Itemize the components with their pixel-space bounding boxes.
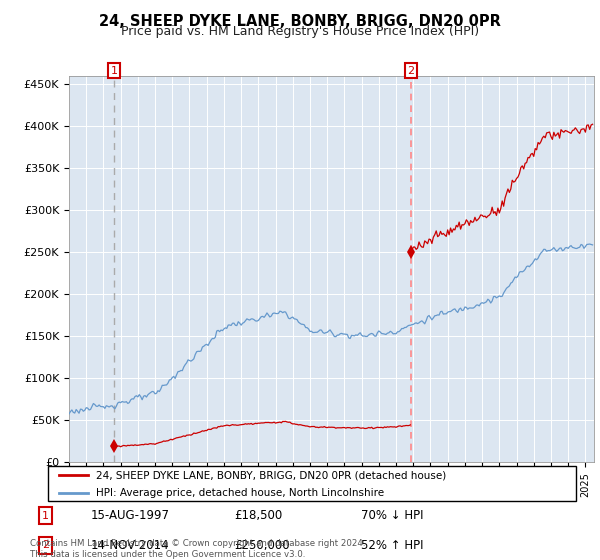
Text: 1: 1 <box>110 66 118 76</box>
FancyBboxPatch shape <box>48 466 576 501</box>
Text: 2: 2 <box>42 540 49 550</box>
Text: £250,000: £250,000 <box>234 539 290 552</box>
Text: 14-NOV-2014: 14-NOV-2014 <box>91 539 169 552</box>
Text: £18,500: £18,500 <box>234 509 283 522</box>
Text: Contains HM Land Registry data © Crown copyright and database right 2024.
This d: Contains HM Land Registry data © Crown c… <box>30 539 365 559</box>
Text: 15-AUG-1997: 15-AUG-1997 <box>91 509 170 522</box>
Text: 2: 2 <box>407 66 415 76</box>
Text: HPI: Average price, detached house, North Lincolnshire: HPI: Average price, detached house, Nort… <box>95 488 383 497</box>
Text: Price paid vs. HM Land Registry's House Price Index (HPI): Price paid vs. HM Land Registry's House … <box>121 25 479 38</box>
Text: 24, SHEEP DYKE LANE, BONBY, BRIGG, DN20 0PR: 24, SHEEP DYKE LANE, BONBY, BRIGG, DN20 … <box>99 14 501 29</box>
Text: 24, SHEEP DYKE LANE, BONBY, BRIGG, DN20 0PR (detached house): 24, SHEEP DYKE LANE, BONBY, BRIGG, DN20 … <box>95 470 446 480</box>
Text: 70% ↓ HPI: 70% ↓ HPI <box>361 509 424 522</box>
Text: 1: 1 <box>42 511 49 521</box>
Text: 52% ↑ HPI: 52% ↑ HPI <box>361 539 424 552</box>
